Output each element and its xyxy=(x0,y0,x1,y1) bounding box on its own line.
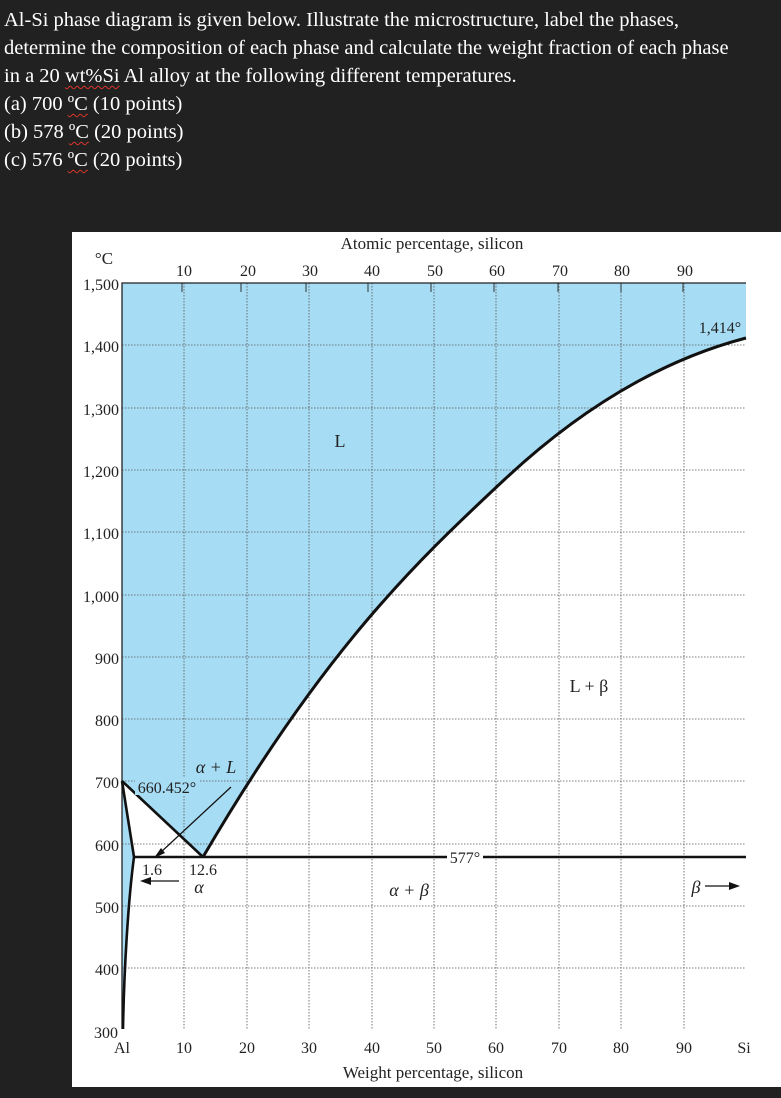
bottom-tick-10: 10 xyxy=(176,1040,192,1057)
y-tick-1400: 1,400 xyxy=(83,339,119,356)
eutectic-composition: 12.6 xyxy=(189,862,217,879)
top-tick-20: 20 xyxy=(240,263,256,280)
bottom-tick-30: 30 xyxy=(301,1040,317,1057)
question-item-b: (b) 578 ºC (20 points) xyxy=(4,121,184,143)
top-tick-70: 70 xyxy=(552,263,568,280)
bottom-tick-20: 20 xyxy=(239,1040,255,1057)
y-axis-labels: 1,500 1,400 1,300 1,200 1,100 1,000 900 … xyxy=(83,277,119,1042)
bottom-tick-70: 70 xyxy=(551,1040,567,1057)
al-si-phase-diagram: °C 1,500 1,400 1,300 1,200 1,100 1,000 9… xyxy=(83,234,751,1082)
top-tick-40: 40 xyxy=(364,263,380,280)
question-text: Al-Si phase diagram is given below. Illu… xyxy=(4,6,779,174)
bottom-tick-60: 60 xyxy=(488,1040,504,1057)
phase-label-alpha-plus-beta: α + β xyxy=(389,880,429,900)
melting-point-leader xyxy=(159,786,232,854)
y-tick-400: 400 xyxy=(95,962,119,979)
top-tick-60: 60 xyxy=(489,263,505,280)
liquidus-si-side xyxy=(201,336,747,858)
phase-diagram-panel: °C 1,500 1,400 1,300 1,200 1,100 1,000 9… xyxy=(72,232,781,1087)
y-tick-500: 500 xyxy=(95,900,119,917)
top-axis-title: Atomic percentage, silicon xyxy=(341,234,524,253)
question-line-3: in a 20 wt%Si Al alloy at the following … xyxy=(4,65,517,87)
question-line-1: Al-Si phase diagram is given below. Illu… xyxy=(4,9,679,31)
y-tick-800: 800 xyxy=(95,713,119,730)
top-axis-labels: 10 20 30 40 50 60 70 80 90 xyxy=(176,263,693,280)
alpha-max-solubility: 1.6 xyxy=(142,862,162,879)
top-tick-10: 10 xyxy=(176,263,192,280)
left-element: Al xyxy=(114,1040,131,1057)
bottom-tick-80: 80 xyxy=(613,1040,629,1057)
question-item-a: (a) 700 ºC (10 points) xyxy=(4,93,183,115)
bottom-tick-50: 50 xyxy=(426,1040,442,1057)
y-tick-900: 900 xyxy=(95,651,119,668)
bottom-axis-labels: 10 20 30 40 50 60 70 80 90 xyxy=(176,1040,692,1057)
eutectic-temperature: 577° xyxy=(450,850,480,867)
y-tick-1300: 1,300 xyxy=(83,402,119,419)
y-tick-1500: 1,500 xyxy=(83,277,119,294)
grid xyxy=(122,283,746,1029)
phase-label-alpha-plus-liquid: α + L xyxy=(196,757,237,777)
top-tick-30: 30 xyxy=(302,263,318,280)
top-axis-ticks xyxy=(181,283,684,292)
question-line-2: determine the composition of each phase … xyxy=(4,37,729,59)
y-unit: °C xyxy=(95,249,113,268)
top-tick-50: 50 xyxy=(427,263,443,280)
bottom-tick-90: 90 xyxy=(676,1040,692,1057)
y-tick-1100: 1,100 xyxy=(83,526,119,543)
liquid-region xyxy=(122,283,746,857)
phase-label-liquid: L xyxy=(335,431,346,451)
y-tick-600: 600 xyxy=(95,838,119,855)
si-melting-point: 1,414° xyxy=(699,320,741,337)
wt-si-term: wt%Si xyxy=(64,65,120,87)
bottom-tick-40: 40 xyxy=(364,1040,380,1057)
y-tick-1200: 1,200 xyxy=(83,464,119,481)
alpha-solvus xyxy=(121,856,136,1030)
y-tick-700: 700 xyxy=(95,775,119,792)
bottom-axis-title: Weight percentage, silicon xyxy=(343,1063,524,1082)
top-tick-80: 80 xyxy=(614,263,630,280)
top-tick-90: 90 xyxy=(677,263,693,280)
y-tick-1000: 1,000 xyxy=(83,589,119,606)
right-element: Si xyxy=(737,1040,751,1057)
phase-label-beta: β xyxy=(691,877,701,897)
plot-frame xyxy=(121,282,746,1029)
phase-label-liquid-plus-beta: L + β xyxy=(570,676,609,696)
question-item-c: (c) 576 ºC (20 points) xyxy=(4,149,183,171)
phase-label-alpha: α xyxy=(194,877,204,897)
y-tick-300: 300 xyxy=(94,1025,118,1042)
al-melting-point: 660.452° xyxy=(138,780,196,797)
alpha-solidus xyxy=(120,780,136,858)
